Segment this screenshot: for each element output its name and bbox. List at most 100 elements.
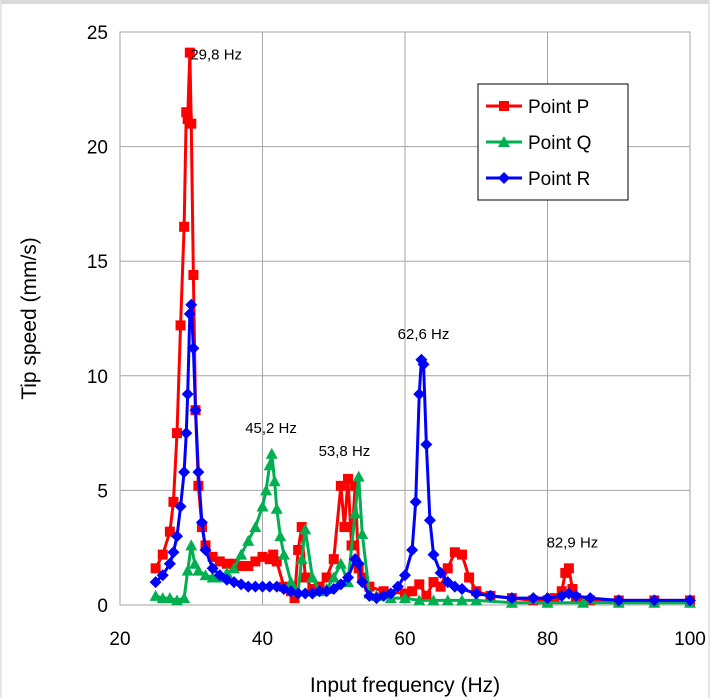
data-point xyxy=(356,527,369,539)
peak-annotation: 29,8 Hz xyxy=(190,47,242,64)
data-point xyxy=(352,557,365,570)
data-point xyxy=(413,594,426,606)
data-point xyxy=(563,563,574,574)
data-point xyxy=(207,551,218,562)
data-point xyxy=(228,562,240,574)
data-point xyxy=(584,592,597,605)
data-point xyxy=(684,594,696,607)
peak-annotation: 62,6 Hz xyxy=(398,326,450,343)
data-point xyxy=(181,107,192,118)
legend-item: Point Q xyxy=(486,133,591,154)
annotations: 29,8 Hz 45,2 Hz 53,8 Hz 62,6 Hz 82,9 Hz xyxy=(190,47,598,552)
data-point xyxy=(180,427,193,440)
data-point xyxy=(407,586,418,597)
data-point xyxy=(256,580,269,593)
data-point xyxy=(428,577,439,588)
data-point xyxy=(442,563,453,574)
data-point xyxy=(648,594,661,607)
data-point xyxy=(413,388,426,401)
data-point xyxy=(306,571,319,583)
data-point xyxy=(289,593,300,604)
data-point xyxy=(296,522,307,533)
data-point xyxy=(179,221,190,232)
data-point xyxy=(163,557,176,570)
data-point xyxy=(157,549,168,560)
data-point xyxy=(187,342,200,355)
data-point xyxy=(277,548,290,560)
data-point xyxy=(199,543,212,556)
data-point xyxy=(449,547,460,558)
data-point xyxy=(300,572,311,583)
data-point xyxy=(189,404,202,417)
data-point xyxy=(612,594,625,607)
y-tick-label: 25 xyxy=(87,23,108,44)
data-point xyxy=(265,447,278,459)
data-point xyxy=(181,564,194,576)
data-point xyxy=(175,320,186,331)
data-point xyxy=(470,594,483,606)
data-point xyxy=(171,530,183,543)
data-point xyxy=(313,585,326,598)
data-point xyxy=(150,563,161,574)
data-point xyxy=(541,592,554,605)
data-point xyxy=(334,578,347,591)
y-tick-label: 5 xyxy=(97,481,108,502)
legend-marker xyxy=(499,101,509,111)
data-point xyxy=(427,548,440,561)
data-point xyxy=(249,580,262,593)
data-point xyxy=(456,582,468,595)
data-point xyxy=(356,576,369,589)
legend-item: Point R xyxy=(486,169,590,190)
data-point xyxy=(167,546,180,559)
data-point xyxy=(156,569,169,582)
data-point xyxy=(263,580,276,593)
data-point xyxy=(339,522,350,533)
data-point xyxy=(342,571,354,584)
data-point xyxy=(274,530,287,542)
legend-label: Point R xyxy=(528,169,590,190)
data-point xyxy=(163,592,176,604)
data-point xyxy=(570,589,582,602)
data-point xyxy=(221,558,232,569)
data-point xyxy=(391,580,404,593)
x-tick-label: 100 xyxy=(674,629,706,650)
data-point xyxy=(299,523,312,535)
data-point xyxy=(192,466,205,479)
data-point xyxy=(456,594,468,606)
data-point xyxy=(250,556,261,567)
data-point xyxy=(185,539,198,551)
data-point xyxy=(243,561,254,572)
y-tick-label: 0 xyxy=(97,596,108,617)
series-point-r xyxy=(149,298,696,607)
plot-area xyxy=(119,31,691,606)
y-tick-label: 10 xyxy=(87,367,108,388)
data-point xyxy=(293,544,304,555)
x-tick-label: 40 xyxy=(252,629,273,650)
series-line xyxy=(154,303,690,602)
data-point xyxy=(285,576,297,588)
data-point xyxy=(441,594,454,606)
data-point xyxy=(184,47,195,58)
data-point xyxy=(399,592,411,604)
data-point xyxy=(327,571,340,583)
data-point xyxy=(349,507,362,519)
data-point xyxy=(172,428,182,439)
legend: Point P Point Q Point R xyxy=(477,83,629,201)
data-point xyxy=(168,496,179,507)
data-point xyxy=(567,583,578,594)
data-point xyxy=(350,480,361,491)
data-point xyxy=(434,566,447,579)
data-point xyxy=(181,388,194,401)
data-point xyxy=(192,564,205,576)
data-point xyxy=(457,549,467,560)
y-tick-label: 20 xyxy=(87,138,108,159)
data-point xyxy=(270,502,283,514)
data-point xyxy=(183,307,196,320)
data-point xyxy=(195,516,208,529)
data-point xyxy=(271,556,282,567)
y-axis-title: Tip speed (mm/s) xyxy=(18,237,41,400)
data-point xyxy=(464,572,475,583)
data-point xyxy=(149,589,162,601)
data-point xyxy=(249,521,262,533)
